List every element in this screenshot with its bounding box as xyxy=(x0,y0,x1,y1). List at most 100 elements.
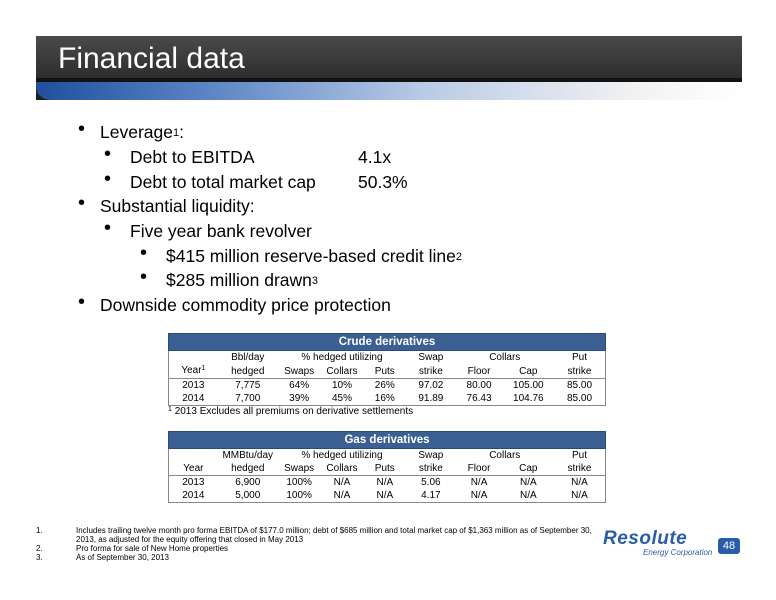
table-cell: 80.00 xyxy=(455,378,503,392)
col-swap: Swap xyxy=(418,450,444,461)
table-cell: N/A xyxy=(320,489,364,503)
crude-note-text: 2013 Excludes all premiums on derivative… xyxy=(174,406,414,417)
table-cell: 97.02 xyxy=(406,378,456,392)
bullet-dot-icon: • xyxy=(104,217,112,239)
table-cell: 2014 xyxy=(167,489,218,503)
table-cell: 76.43 xyxy=(455,392,503,406)
table-cell: 2013 xyxy=(167,475,218,489)
gas-derivatives-table: Gas derivatives MMBtu/day % hedged utili… xyxy=(167,431,607,503)
debt-mktcap-value: 50.3% xyxy=(358,172,408,192)
col-volume: MMBtu/day xyxy=(222,450,274,461)
col-collars: Collars xyxy=(489,450,521,461)
col-swap: Swap xyxy=(418,352,444,363)
bullet-dot-icon: • xyxy=(104,168,112,190)
col-put-strike: strike xyxy=(554,462,607,476)
bullet-dot-icon: • xyxy=(140,266,148,288)
table-cell: 39% xyxy=(277,392,321,406)
footnote-ref: 3 xyxy=(311,275,319,287)
table-cell: 85.00 xyxy=(554,378,607,392)
table-cell: 10% xyxy=(320,378,364,392)
table-cell: 5.06 xyxy=(406,475,456,489)
table-header-row: Bbl/day % hedged utilizing Swap Collars … xyxy=(167,350,607,364)
col-year: Year xyxy=(181,365,202,376)
col-hedged: hedged xyxy=(231,365,265,377)
table-cell: 64% xyxy=(277,378,321,392)
col-hedged: hedged xyxy=(231,463,265,474)
bullet-dot-icon: • xyxy=(78,118,86,140)
footnote-number: 1. xyxy=(36,526,43,535)
bullet-dot-icon: • xyxy=(78,291,86,313)
title-bar-accent xyxy=(36,82,742,100)
col-hedged-utilizing: % hedged utilizing xyxy=(301,450,383,461)
footnotes: 1. Includes trailing twelve month pro for… xyxy=(36,526,596,562)
table-cell: 16% xyxy=(363,392,407,406)
debt-ebitda-value: 4.1x xyxy=(358,147,392,167)
table-row: 2013 6,900 100% N/A N/A 5.06 N/A N/A N/A xyxy=(167,475,607,489)
bullet-dot-icon: • xyxy=(140,242,148,264)
page-number: 48 xyxy=(718,538,740,554)
drawn-label: $285 million drawn xyxy=(166,270,312,290)
footnote-item: 2. Pro forma for sale of New Home propert… xyxy=(36,544,596,553)
table-cell: 100% xyxy=(277,489,321,503)
gas-table-title: Gas derivatives xyxy=(168,431,606,449)
table-cell: 2014 xyxy=(167,392,218,406)
col-collars: Collars xyxy=(489,352,521,363)
table-cell: N/A xyxy=(502,489,555,503)
footnote-number: 2. xyxy=(36,544,43,553)
footnote-ref: 1 xyxy=(168,406,172,413)
table-cell: 7,775 xyxy=(217,378,278,392)
table-cell: N/A xyxy=(554,475,607,489)
footnote-text: Pro forma for sale of New Home propertie… xyxy=(76,544,229,553)
col-put: Put xyxy=(554,350,607,364)
table-cell: 100% xyxy=(277,475,321,489)
bullet-dot-icon: • xyxy=(78,192,86,214)
table-cell: 91.89 xyxy=(406,392,456,406)
table-row: 2014 7,700 39% 45% 16% 91.89 76.43 104.7… xyxy=(167,392,607,406)
col-collars-pct: Collars xyxy=(326,365,358,377)
col-strike: strike xyxy=(418,463,443,474)
logo-subtitle: Energy Corporation xyxy=(643,548,713,557)
col-volume: Bbl/day xyxy=(231,352,265,363)
col-floor: Floor xyxy=(467,365,491,377)
table-cell: N/A xyxy=(363,475,407,489)
table-cell: 7,700 xyxy=(217,392,278,406)
table-cell: 2013 xyxy=(167,378,218,392)
table-row: 2013 7,775 64% 10% 26% 97.02 80.00 105.0… xyxy=(167,378,607,392)
table-cell: 45% xyxy=(320,392,364,406)
footnote-ref: 1 xyxy=(172,127,180,139)
footnote-text: As of September 30, 2013 xyxy=(76,553,169,562)
col-put-strike: strike xyxy=(554,364,607,379)
table-cell: N/A xyxy=(455,489,503,503)
col-floor: Floor xyxy=(467,463,491,474)
table-cell: N/A xyxy=(502,475,555,489)
debt-ebitda-label: Debt to EBITDA xyxy=(130,147,255,167)
table-cell: N/A xyxy=(363,489,407,503)
col-swaps: Swaps xyxy=(284,365,315,377)
footnote-item: 3. As of September 30, 2013 xyxy=(36,553,596,562)
liquidity-label: Substantial liquidity: xyxy=(100,196,255,216)
footnote-item: 1. Includes trailing twelve month pro for… xyxy=(36,526,596,544)
page-title: Financial data xyxy=(58,42,245,75)
debt-mktcap-label: Debt to total market cap xyxy=(130,172,316,192)
footnote-text: Includes trailing twelve month pro forma… xyxy=(76,526,592,544)
table-cell: 5,000 xyxy=(217,489,278,503)
table-cell: N/A xyxy=(320,475,364,489)
company-logo: Resolute Energy Corporation xyxy=(603,528,712,557)
crude-derivatives-table: Crude derivatives Bbl/day % hedged utili… xyxy=(167,333,607,406)
col-puts: Puts xyxy=(374,365,395,377)
col-year: Year xyxy=(167,462,218,476)
table-cell: 26% xyxy=(363,378,407,392)
downside-label: Downside commodity price protection xyxy=(100,295,391,315)
table-cell: N/A xyxy=(554,489,607,503)
footnote-ref: 1 xyxy=(201,365,206,372)
crude-table-note: 1 2013 Excludes all premiums on derivati… xyxy=(168,406,413,417)
table-header-row: Year hedged Swaps Collars Puts strike Fl… xyxy=(167,462,607,476)
col-put: Put xyxy=(554,448,607,462)
table-cell: 4.17 xyxy=(406,489,456,503)
table-header-row: MMBtu/day % hedged utilizing Swap Collar… xyxy=(167,448,607,462)
crude-table-title: Crude derivatives xyxy=(168,333,606,351)
table-cell: 6,900 xyxy=(217,475,278,489)
col-strike: strike xyxy=(418,365,443,377)
table-cell: 85.00 xyxy=(554,392,607,406)
table-row: 2014 5,000 100% N/A N/A 4.17 N/A N/A N/A xyxy=(167,489,607,503)
